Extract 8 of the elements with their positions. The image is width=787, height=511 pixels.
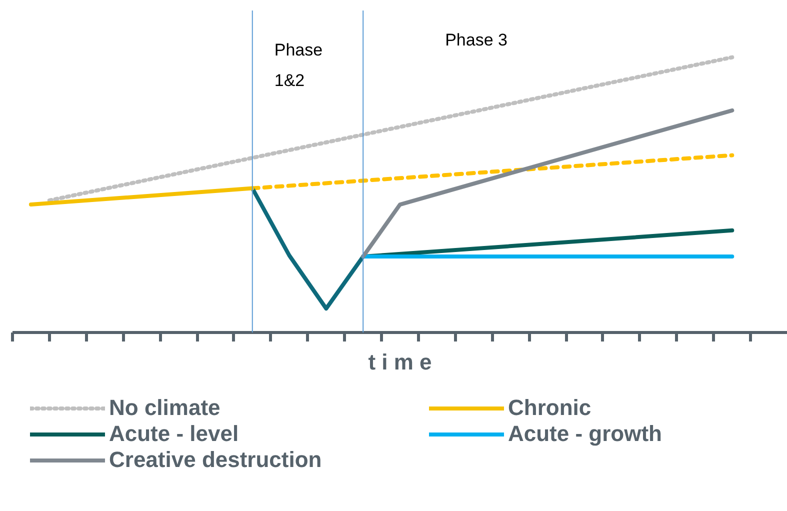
legend-label: Chronic — [508, 395, 592, 421]
legend-label: Acute - growth — [508, 421, 663, 447]
annotation: Phase 1&2 — [274, 40, 323, 90]
legend-label: Creative destruction — [109, 447, 323, 473]
legend-label: Acute - level — [109, 421, 240, 447]
x-axis-title: t i m e — [368, 350, 432, 374]
text: Phase 3 — [445, 30, 508, 50]
legend-label: No climate — [109, 395, 222, 421]
